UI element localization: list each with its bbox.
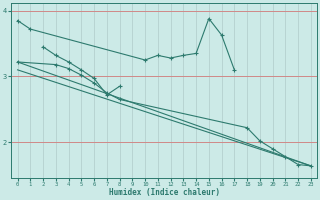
X-axis label: Humidex (Indice chaleur): Humidex (Indice chaleur) xyxy=(109,188,220,197)
